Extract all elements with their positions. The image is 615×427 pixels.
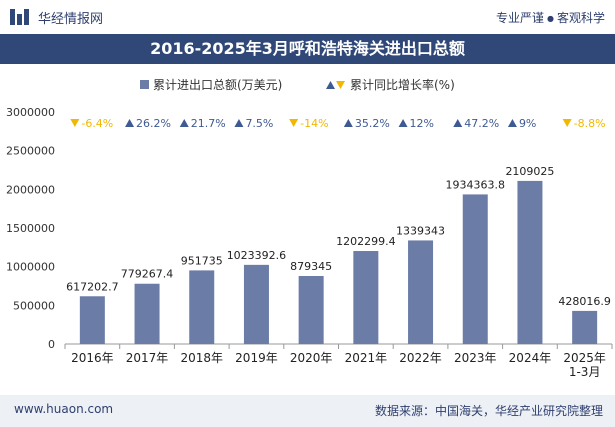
growth-rate-label: 21.7% (191, 117, 226, 130)
footer-website[interactable]: www.huaon.com (14, 402, 114, 416)
legend-bar-label: 累计进出口总额(万美元) (153, 78, 282, 92)
x-tick-label-line: 2023年 (454, 351, 497, 365)
growth-down-triangle-icon (70, 119, 80, 127)
growth-rate-label: 9% (519, 117, 536, 130)
bar (517, 180, 543, 344)
legend-down-triangle-icon (336, 81, 345, 89)
bar-value-label: 1023392.6 (227, 249, 287, 262)
legend-growth-label: 累计同比增长率(%) (350, 77, 455, 92)
bar (462, 194, 488, 344)
x-tick-label-line: 2022年 (399, 351, 442, 365)
growth-up-triangle-icon (507, 119, 517, 127)
x-tick-label: 2020年 (290, 351, 333, 365)
growth-rate-label: 26.2% (136, 117, 171, 130)
growth-rate-label: -8.8% (574, 117, 606, 130)
y-tick-label: 1500000 (6, 222, 55, 235)
slogan: 专业严谨 ● 客观科学 (496, 9, 605, 26)
x-tick-label: 2023年 (454, 351, 497, 365)
x-tick-label: 2018年 (180, 351, 223, 365)
bar-value-label: 1202299.4 (336, 235, 396, 248)
bar (189, 270, 215, 344)
bar-value-label: 1339343 (396, 224, 445, 237)
bar-value-label: 2109025 (505, 165, 554, 178)
logo-icon (10, 9, 29, 25)
growth-up-triangle-icon (234, 119, 244, 127)
slogan-right: 客观科学 (556, 11, 605, 25)
title-bar: 2016-2025年3月呼和浩特海关进出口总额 (0, 34, 615, 64)
x-tick-label-line: 2019年 (235, 351, 278, 365)
growth-rate-label: -14% (300, 117, 328, 130)
growth-rate-label: 12% (410, 117, 434, 130)
x-tick-label: 2024年 (509, 351, 552, 365)
x-tick-label-line: 2024年 (509, 351, 552, 365)
legend-bar-swatch (140, 80, 149, 89)
growth-up-triangle-icon (179, 119, 189, 127)
chart-area: 累计进出口总额(万美元) 累计同比增长率(%) 0 500000 1000000 1500… (6, 77, 613, 379)
growth-down-triangle-icon (562, 119, 572, 127)
growth-up-triangle-icon (398, 119, 408, 127)
y-tick-label: 2000000 (6, 183, 55, 196)
growth-up-triangle-icon (125, 119, 135, 127)
growth-down-triangle-icon (289, 119, 299, 127)
chart-title: 2016-2025年3月呼和浩特海关进出口总额 (150, 39, 465, 58)
bar-value-label: 428016.9 (558, 295, 611, 308)
x-tick-label: 2021年 (345, 351, 388, 365)
footer: www.huaon.com 数据来源：中国海关，华经产业研究院整理 (0, 395, 615, 427)
y-tick-label: 500000 (13, 299, 55, 312)
y-tick-label: 1000000 (6, 261, 55, 274)
x-tick-label-line: 2017年 (126, 351, 169, 365)
x-tick-label-line: 1-3月 (569, 365, 601, 379)
dot-icon: ● (547, 14, 554, 23)
x-tick-label-line: 2025年 (563, 351, 606, 365)
x-tick-label-line: 2016年 (71, 351, 114, 365)
growth-up-triangle-icon (343, 119, 353, 127)
x-tick-label: 2022年 (399, 351, 442, 365)
site-name: 华经情报网 (38, 12, 104, 27)
legend-up-triangle-icon (326, 81, 335, 89)
y-tick-label: 0 (48, 338, 55, 351)
bar (353, 251, 379, 344)
x-tick-label: 2025年 1-3月 (563, 351, 606, 379)
bar (134, 283, 160, 344)
slogan-left: 专业严谨 (495, 11, 544, 25)
bar (572, 310, 598, 344)
bar (79, 296, 105, 344)
x-tick-label: 2016年 (71, 351, 114, 365)
growth-rate-label: 35.2% (355, 117, 390, 130)
x-tick-label: 2017年 (126, 351, 169, 365)
bar-value-label: 779267.4 (121, 268, 174, 281)
x-tick-label-line: 2020年 (290, 351, 333, 365)
bar-value-label: 617202.7 (66, 280, 119, 293)
top-bar: 华经情报网 专业严谨 ● 客观科学 (0, 0, 615, 34)
x-tick-label-line: 2021年 (345, 351, 388, 365)
growth-up-triangle-icon (453, 119, 463, 127)
growth-rate-label: 7.5% (245, 117, 273, 130)
bar (298, 275, 324, 344)
growth-rate-label: -6.4% (81, 117, 113, 130)
bar (243, 264, 269, 344)
bar-value-label: 1934363.8 (446, 178, 506, 191)
x-tick-label-line: 2018年 (180, 351, 223, 365)
growth-rate-label: 47.2% (464, 117, 499, 130)
bar (408, 240, 434, 344)
bar-value-label: 879345 (290, 260, 332, 273)
footer-source: 数据来源：中国海关，华经产业研究院整理 (374, 404, 603, 418)
bar-value-label: 951735 (181, 254, 223, 267)
y-tick-label: 3000000 (6, 106, 55, 119)
y-tick-label: 2500000 (6, 145, 55, 158)
x-tick-label: 2019年 (235, 351, 278, 365)
